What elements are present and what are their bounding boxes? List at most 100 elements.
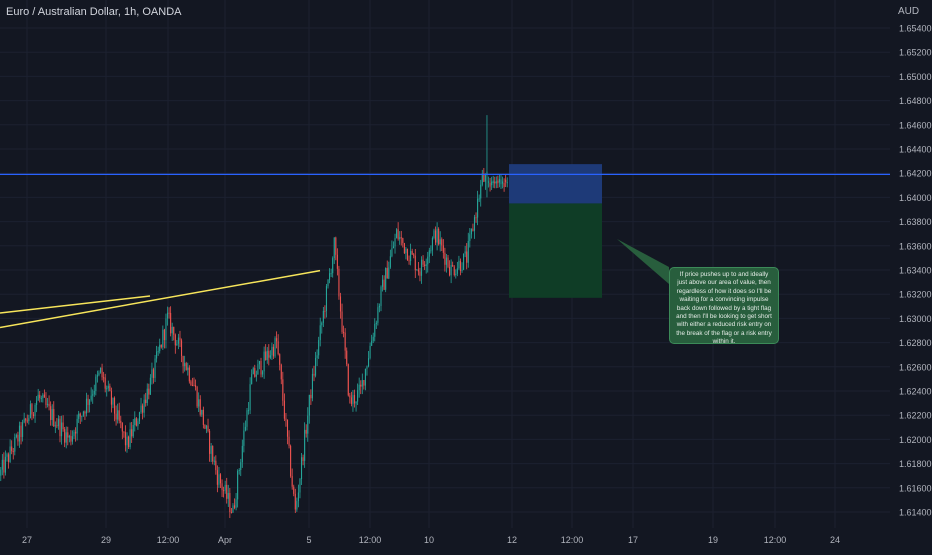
price-tick-label: 1.64600 (899, 120, 932, 130)
candle-body (137, 421, 139, 426)
symbol-title[interactable]: Euro / Australian Dollar, 1h, OANDA (6, 6, 182, 18)
candle-body (405, 248, 407, 254)
candle-body (78, 413, 80, 419)
candle-body (495, 181, 497, 184)
candle-body (79, 413, 81, 417)
drawings[interactable] (0, 173, 890, 329)
candle-body (455, 273, 457, 276)
candle-body (385, 267, 387, 290)
candle-body (339, 296, 342, 312)
price-tick-label: 1.62800 (899, 338, 932, 348)
candle-body (353, 395, 356, 404)
candle-body (506, 182, 508, 184)
candle-body (251, 374, 253, 385)
candle-body (90, 395, 92, 400)
trendline[interactable] (0, 295, 151, 314)
candle-body (321, 322, 323, 326)
time-tick-label: 24 (830, 535, 840, 545)
candle-body (198, 399, 200, 407)
candle-body (399, 237, 401, 240)
candle-body (157, 351, 159, 353)
candle-body (329, 273, 331, 280)
candle-body (223, 490, 225, 492)
candle-body (244, 426, 246, 431)
candle-body (210, 446, 212, 454)
candle-body (93, 390, 95, 395)
candle-body (142, 405, 144, 413)
candle-body (277, 341, 279, 355)
trendline[interactable] (0, 269, 321, 329)
candle-body (15, 434, 17, 438)
candle-body (484, 175, 486, 182)
candle-body (57, 418, 59, 427)
candle-body (444, 252, 446, 265)
time-tick-label: 12:00 (764, 535, 787, 545)
price-axis[interactable]: 1.65400 1.65200 1.65000 1.64800 1.64600 1.644… (899, 24, 932, 518)
candle-body (126, 436, 128, 446)
candle-body (257, 364, 259, 375)
candle-body (26, 420, 28, 422)
candle-body (191, 385, 193, 387)
candle-body (475, 217, 477, 219)
time-axis[interactable]: 27 29 12:00 Apr 5 12:00 10 12 12:00 17 19 12:00 24 (22, 535, 840, 545)
time-tick-label: 5 (306, 535, 311, 545)
candle-body (121, 422, 123, 432)
position-tool[interactable] (509, 164, 602, 298)
price-tick-label: 1.63800 (899, 217, 932, 227)
candle-body (50, 406, 52, 420)
candle-body (397, 229, 399, 240)
candle-body (36, 400, 38, 405)
candle-body (463, 253, 465, 270)
candle-body (380, 286, 382, 307)
candle-body (146, 388, 148, 403)
candle-body (481, 173, 483, 185)
candle-body (22, 422, 24, 437)
candle-body (98, 372, 100, 376)
candle-body (113, 397, 116, 414)
price-tick-label: 1.61400 (899, 508, 932, 518)
candle-body (148, 388, 150, 395)
candle-body (378, 306, 380, 308)
candle-body (168, 312, 170, 314)
candle-body (341, 311, 343, 332)
candle-body (498, 178, 500, 183)
candle-body (260, 360, 262, 375)
candle-body (406, 248, 409, 261)
candle-body (43, 394, 45, 398)
stop-loss-zone[interactable] (509, 164, 602, 204)
candle-body (349, 395, 351, 398)
take-profit-zone[interactable] (509, 203, 602, 298)
candle-body (123, 431, 125, 433)
time-tick-label: 12 (507, 535, 517, 545)
candle-body (285, 418, 287, 420)
candle-body (305, 429, 307, 434)
candle-body (187, 367, 189, 370)
candle-body (445, 257, 447, 265)
candle-body (344, 332, 346, 351)
time-tick-label: 27 (22, 535, 32, 545)
candle-body (428, 250, 430, 257)
annotation-note[interactable]: If price pushes up to and ideally just a… (669, 267, 779, 345)
candle-body (46, 403, 49, 405)
price-tick-label: 1.63600 (899, 241, 932, 251)
candle-body (369, 345, 371, 359)
candle-body (112, 397, 114, 405)
candle-body (427, 256, 429, 265)
candle-body (420, 259, 423, 276)
candle-body (276, 338, 278, 342)
candle-body (215, 460, 217, 471)
candle-body (464, 251, 466, 254)
candle-body (171, 326, 173, 334)
price-tick-label: 1.62400 (899, 387, 932, 397)
price-tick-label: 1.62600 (899, 362, 932, 372)
candle-body (347, 364, 349, 396)
candle-body (235, 499, 237, 508)
candle-body (386, 267, 388, 279)
candle-body (218, 474, 220, 485)
candle-body (241, 445, 243, 463)
candle-body (196, 387, 198, 407)
candle-body (477, 198, 479, 218)
candle-body (279, 354, 281, 365)
